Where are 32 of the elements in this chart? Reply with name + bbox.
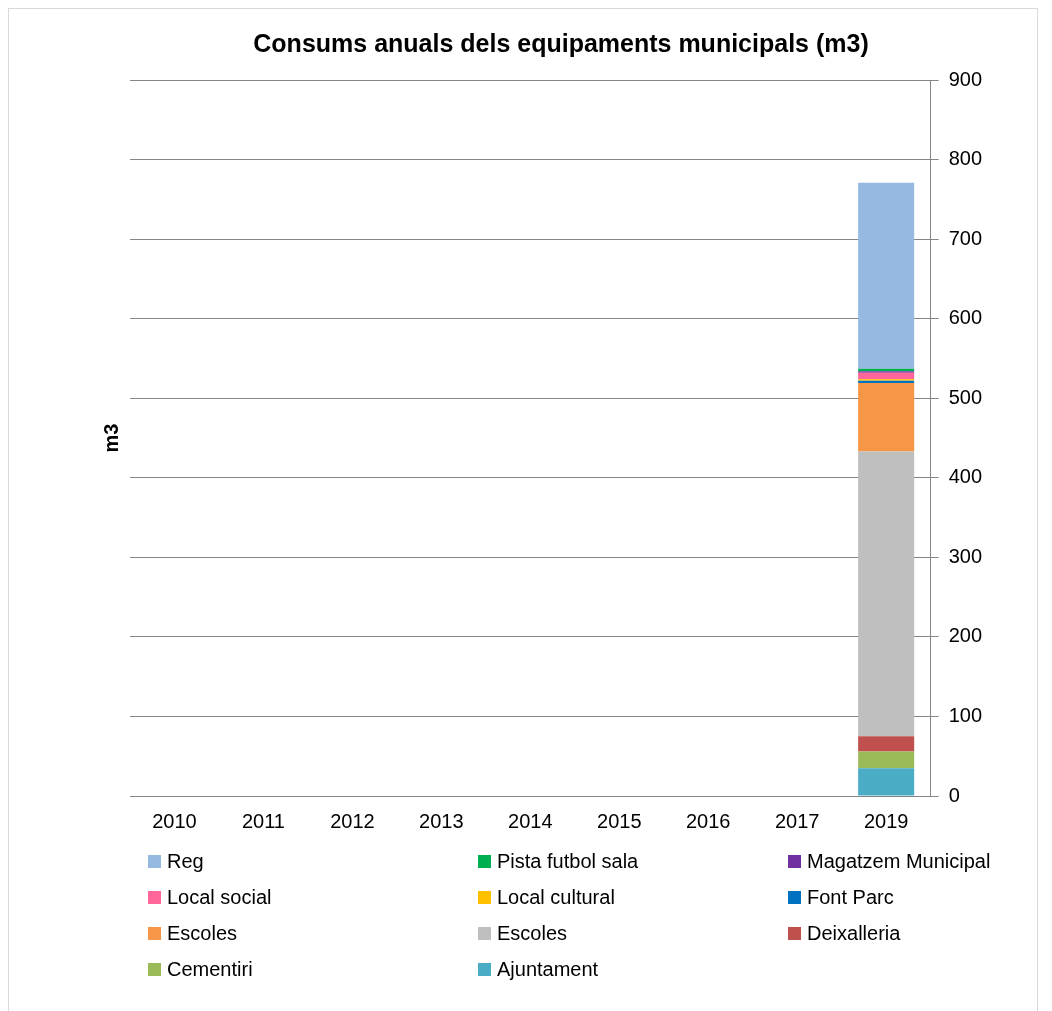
legend-label: Reg: [167, 850, 204, 873]
y-tick-label: 400: [948, 465, 983, 488]
x-tick-label: 2019: [863, 809, 909, 832]
x-tick-label: 2017: [774, 809, 820, 832]
legend-label: Cementiri: [167, 958, 253, 981]
x-tick-label: 2016: [685, 809, 731, 832]
legend-label: Ajuntament: [497, 958, 599, 981]
x-tick-label: 2011: [241, 809, 285, 832]
legend-label: Deixalleria: [807, 922, 901, 945]
y-tick-label: 300: [948, 544, 983, 567]
x-tick-label: 2014: [508, 809, 553, 832]
y-tick-label: 700: [948, 226, 983, 249]
chart-title: Consums anuals dels equipaments municipals (m3): [253, 28, 869, 57]
legend-label: Escoles: [497, 922, 568, 945]
y-tick-label: 200: [948, 624, 983, 647]
legend-label: Escoles: [167, 922, 238, 945]
y-tick-label: 800: [948, 147, 983, 170]
x-tick-label: 2010: [152, 809, 197, 832]
y-tick-label: 100: [948, 703, 983, 726]
y-tick-label: 900: [948, 67, 983, 90]
x-tick-label: 2012: [330, 809, 375, 832]
y-tick-label: 500: [948, 385, 983, 408]
legend-label: Pista futbol sala: [497, 850, 639, 873]
x-tick-label: 2013: [419, 809, 464, 832]
y-tick-label: 600: [948, 306, 983, 329]
y-axis-title: m3: [99, 423, 122, 453]
legend-label: Magatzem Municipal: [807, 850, 991, 873]
legend-label: Local cultural: [497, 886, 615, 909]
y-tick-label: 0: [948, 783, 960, 806]
legend-label: Font Parc: [807, 886, 894, 909]
legend-label: Local social: [167, 886, 272, 909]
x-tick-label: 2015: [597, 809, 642, 832]
